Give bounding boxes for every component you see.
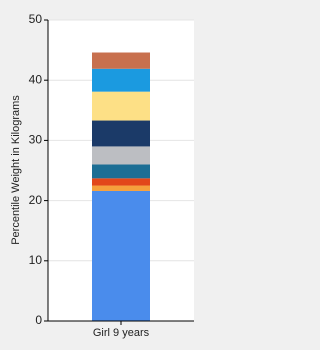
bar-segment [92, 68, 150, 92]
y-tick-label: 0 [35, 313, 42, 327]
y-tick-label: 10 [29, 253, 43, 267]
chart: Percentile Weight in Kilograms 0 10 20 30 40… [10, 12, 194, 339]
bar-segment [92, 178, 150, 186]
y-tick-label: 40 [29, 72, 43, 86]
bar-segment [92, 164, 150, 179]
y-tick-label: 50 [29, 12, 43, 26]
bar-segment [92, 190, 150, 321]
bar-segment [92, 146, 150, 165]
y-tick-label: 30 [29, 133, 43, 147]
x-tick-label: Girl 9 years [93, 327, 150, 339]
bar-segment [92, 52, 150, 69]
y-axis-label: Percentile Weight in Kilograms [10, 95, 22, 245]
bar-segment [92, 91, 150, 121]
y-tick-label: 20 [29, 193, 43, 207]
bar-segment [92, 120, 150, 147]
bar-segment [92, 185, 150, 191]
